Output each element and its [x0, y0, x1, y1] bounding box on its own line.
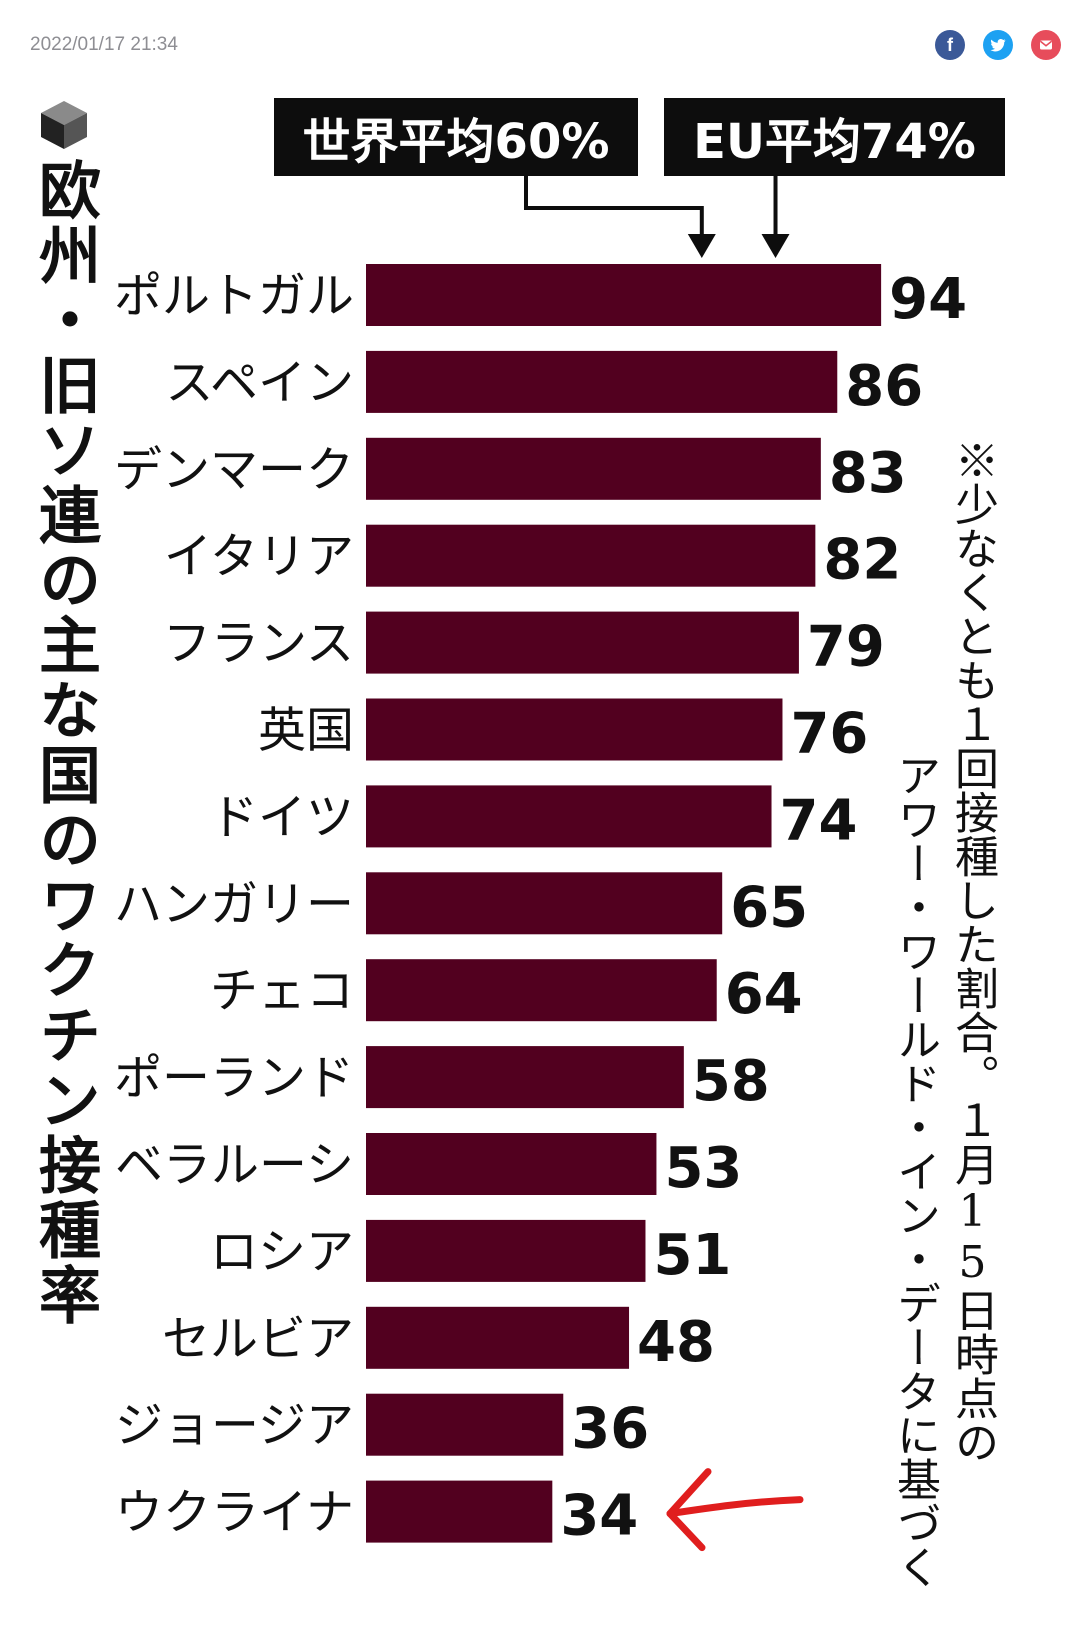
- bar: [366, 1306, 630, 1369]
- category-label: デンマーク: [114, 442, 354, 498]
- category-label: イタリア: [164, 529, 354, 585]
- source-note-line-1: ※少なくとも１回接種した割合。１月15日時点の: [947, 438, 998, 1464]
- category-label: ポーランド: [114, 1050, 354, 1106]
- category-label: ポルトガル: [114, 268, 354, 324]
- mail-icon: [1039, 40, 1053, 50]
- category-label: ジョージア: [115, 1398, 354, 1454]
- mail-share-button[interactable]: [1031, 30, 1061, 60]
- category-label: 英国: [258, 703, 354, 759]
- data-label: 34: [560, 1484, 638, 1549]
- highlight-arrow-shaft: [666, 1496, 804, 1518]
- category-label: セルビア: [162, 1311, 354, 1367]
- data-label: 48: [637, 1310, 715, 1375]
- bar: [366, 611, 799, 674]
- twitter-icon: [990, 38, 1006, 52]
- data-label: 51: [653, 1223, 731, 1288]
- bar: [366, 1219, 646, 1282]
- bar: [366, 437, 821, 500]
- category-label: ハンガリー: [114, 876, 354, 932]
- bar: [366, 1133, 657, 1195]
- bar: [366, 785, 772, 848]
- data-label: 79: [807, 615, 885, 680]
- highlight-arrow-head: [666, 1468, 712, 1552]
- data-label: 58: [692, 1049, 770, 1114]
- bar: [366, 264, 882, 326]
- twitter-share-button[interactable]: [983, 30, 1013, 60]
- facebook-icon: f: [947, 34, 953, 55]
- timestamp: 2022/01/17 21:34: [30, 34, 178, 55]
- bar-chart: ポルトガル 94 スペイン 86 デンマーク 83 イタリア 82 フランス 79 英国 76 ドイツ 7…: [114, 176, 967, 1552]
- data-label: 64: [725, 962, 803, 1027]
- bar: [366, 1046, 684, 1109]
- data-label: 65: [730, 875, 808, 940]
- category-label: フランス: [163, 616, 354, 672]
- chart-title: 欧州・旧ソ連の主な国のワクチン接種率: [28, 158, 101, 1328]
- eu-average-label: EU平均74%: [664, 98, 1005, 176]
- bar: [366, 1393, 564, 1456]
- data-label: 76: [790, 702, 868, 767]
- world-average-label: 世界平均60%: [274, 98, 638, 176]
- bar: [366, 524, 816, 587]
- eu-average-arrowhead: [761, 234, 790, 258]
- facebook-share-button[interactable]: f: [935, 30, 965, 60]
- bar: [366, 1480, 553, 1543]
- category-label: ベラルーシ: [115, 1137, 354, 1193]
- data-label: 53: [664, 1136, 742, 1201]
- cube-icon: [41, 101, 87, 149]
- data-label: 82: [823, 528, 901, 593]
- category-label: ロシア: [210, 1224, 354, 1280]
- eu-average-text: EU平均74%: [693, 114, 976, 170]
- bar: [366, 698, 783, 761]
- data-label: 36: [571, 1397, 649, 1462]
- vaccination-graphic: 欧州・旧ソ連の主な国のワクチン接種率 ポルトガル 94 スペイン 86 デンマーク 83 イ…: [28, 98, 1060, 1628]
- category-label: ウクライナ: [115, 1485, 354, 1541]
- category-label: スペイン: [165, 355, 354, 411]
- bar: [366, 959, 717, 1022]
- bar: [366, 350, 838, 413]
- world-average-text: 世界平均60%: [302, 114, 610, 170]
- data-label: 74: [780, 788, 858, 853]
- category-label: チェコ: [210, 963, 354, 1019]
- data-label: 86: [845, 354, 923, 419]
- data-label: 83: [829, 441, 907, 506]
- source-note-line-2: アワー・ワールド・イン・データに基づく: [889, 753, 940, 1589]
- data-label: 94: [889, 267, 967, 332]
- bar: [366, 872, 723, 935]
- world-average-arrow-line: [524, 176, 704, 248]
- world-average-arrowhead: [687, 234, 716, 258]
- category-label: ドイツ: [210, 789, 354, 845]
- chart-title-block: 欧州・旧ソ連の主な国のワクチン接種率: [28, 98, 101, 1328]
